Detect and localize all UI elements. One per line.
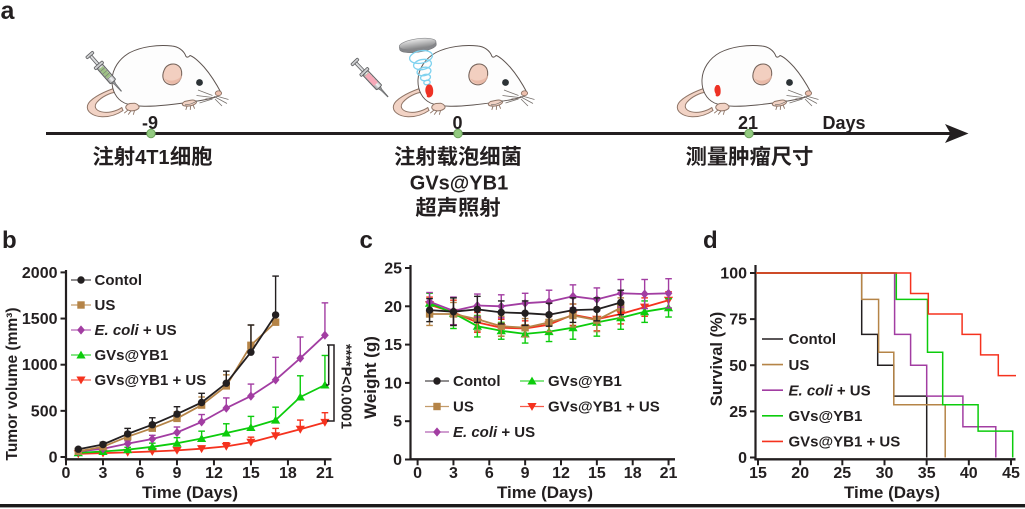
- svg-text:15: 15: [384, 337, 402, 354]
- svg-text:50: 50: [729, 358, 747, 375]
- svg-text:0: 0: [738, 450, 747, 467]
- svg-text:0: 0: [49, 450, 58, 467]
- svg-text:GVs@YB1: GVs@YB1: [789, 408, 863, 425]
- svg-text:20: 20: [384, 299, 402, 316]
- svg-text:E. coli + US: E. coli + US: [789, 382, 871, 399]
- svg-text:15: 15: [749, 465, 767, 482]
- svg-text:21: 21: [316, 465, 334, 482]
- svg-text:US: US: [453, 399, 474, 416]
- svg-text:40: 40: [960, 465, 978, 482]
- svg-text:E. coli + US: E. coli + US: [453, 424, 535, 441]
- svg-text:25: 25: [833, 465, 851, 482]
- svg-text:Days: Days: [822, 113, 865, 133]
- svg-text:GVs@YB1 + US: GVs@YB1 + US: [95, 372, 207, 389]
- svg-text:Survival (%): Survival (%): [708, 312, 726, 406]
- svg-text:US: US: [789, 357, 810, 374]
- svg-text:21: 21: [660, 465, 678, 482]
- svg-text:GVs@YB1 + US: GVs@YB1 + US: [789, 434, 901, 451]
- svg-text:GVs@YB1 + US: GVs@YB1 + US: [548, 399, 660, 416]
- svg-text:GVs@YB1: GVs@YB1: [95, 347, 169, 364]
- svg-text:18: 18: [624, 465, 642, 482]
- svg-text:Weight (g): Weight (g): [361, 336, 380, 419]
- svg-text:12: 12: [205, 465, 223, 482]
- svg-text:2000: 2000: [22, 265, 58, 282]
- svg-text:Contol: Contol: [789, 331, 836, 348]
- svg-text:30: 30: [876, 465, 894, 482]
- svg-text:Tumor volume (mm³): Tumor volume (mm³): [4, 308, 21, 461]
- svg-text:5: 5: [393, 414, 402, 431]
- svg-text:6: 6: [136, 465, 145, 482]
- svg-text:18: 18: [279, 465, 297, 482]
- svg-text:4T1: 4T1: [135, 147, 169, 169]
- svg-text:Contol: Contol: [95, 272, 142, 289]
- svg-text:GVs@YB1: GVs@YB1: [548, 373, 622, 390]
- svg-text:0: 0: [62, 465, 71, 482]
- svg-text:9: 9: [173, 465, 182, 482]
- svg-text:35: 35: [918, 465, 936, 482]
- svg-text:0: 0: [452, 113, 462, 133]
- svg-text:500: 500: [31, 403, 58, 420]
- svg-text:75: 75: [729, 312, 747, 329]
- svg-text:1500: 1500: [22, 311, 58, 328]
- svg-text:10: 10: [384, 375, 402, 392]
- svg-text:Time (Days): Time (Days): [497, 483, 593, 502]
- svg-text:-9: -9: [142, 113, 158, 133]
- svg-text:20: 20: [791, 465, 809, 482]
- svg-text:12: 12: [552, 465, 570, 482]
- svg-text:25: 25: [384, 261, 402, 278]
- svg-text:Time (Days): Time (Days): [142, 483, 238, 502]
- svg-text:US: US: [95, 297, 116, 314]
- svg-text:Contol: Contol: [453, 373, 500, 390]
- svg-text:****P<0.0001: ****P<0.0001: [338, 344, 354, 429]
- svg-text:1000: 1000: [22, 357, 58, 374]
- svg-text:0: 0: [413, 465, 422, 482]
- svg-text:b: b: [2, 227, 17, 254]
- svg-text:d: d: [703, 227, 718, 254]
- svg-text:100: 100: [720, 266, 747, 283]
- svg-text:3: 3: [99, 465, 108, 482]
- svg-text:3: 3: [449, 465, 458, 482]
- svg-text:25: 25: [729, 404, 747, 421]
- svg-text:0: 0: [393, 452, 402, 469]
- svg-text:6: 6: [485, 465, 494, 482]
- svg-text:E. coli + US: E. coli + US: [95, 322, 177, 339]
- svg-text:45: 45: [1002, 465, 1020, 482]
- svg-text:Time (Days): Time (Days): [844, 483, 940, 502]
- svg-text:c: c: [360, 227, 373, 254]
- svg-text:15: 15: [242, 465, 260, 482]
- svg-text:15: 15: [588, 465, 606, 482]
- svg-text:21: 21: [738, 113, 758, 133]
- svg-text:a: a: [1, 0, 16, 25]
- svg-text:GVs@YB1: GVs@YB1: [410, 173, 508, 195]
- svg-text:9: 9: [521, 465, 530, 482]
